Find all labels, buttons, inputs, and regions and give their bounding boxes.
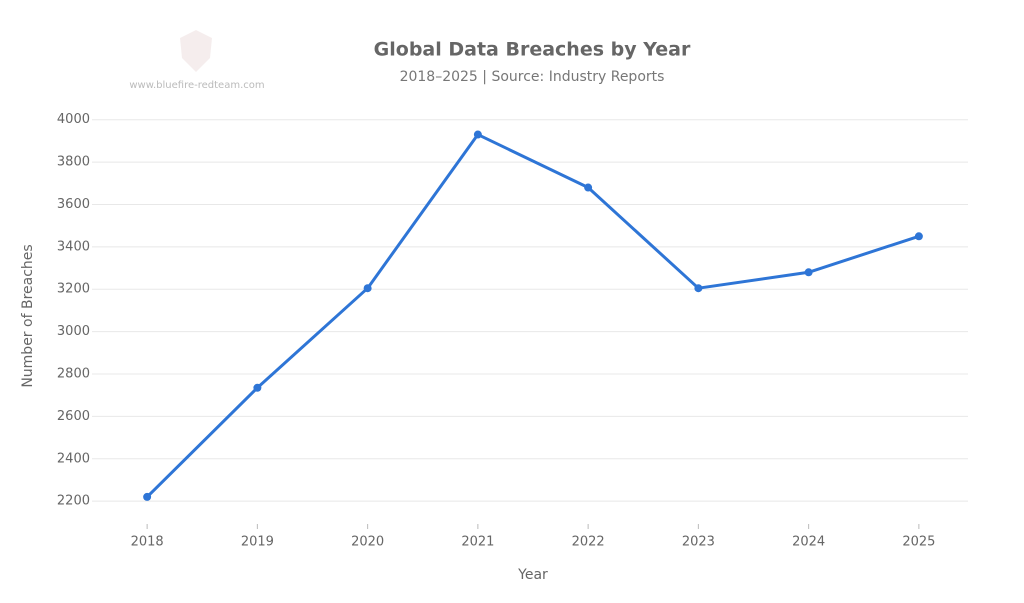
- y-tick-label: 3200: [57, 282, 90, 297]
- point: [804, 268, 813, 277]
- watermark: www.bluefire-redteam.com: [129, 80, 264, 91]
- point: [584, 183, 593, 192]
- watermark-logo: [180, 30, 212, 72]
- x-tick-label: 2025: [902, 535, 935, 550]
- y-tick-label: 2600: [57, 409, 90, 424]
- line: [146, 133, 920, 498]
- x-tick-label: 2018: [131, 535, 164, 550]
- point: [473, 130, 482, 139]
- point: [253, 383, 262, 392]
- point: [363, 284, 372, 293]
- point: [694, 284, 703, 293]
- y-tick-label: 3400: [57, 239, 90, 254]
- y-tick-label: 3000: [57, 324, 90, 339]
- x-axis-label: Year: [517, 567, 548, 583]
- point: [143, 492, 152, 501]
- y-tick-label: 2200: [57, 494, 90, 509]
- y-axis-label: Number of Breaches: [20, 244, 36, 387]
- x-tick-label: 2019: [241, 535, 274, 550]
- x-tick-label: 2021: [461, 535, 494, 550]
- point: [914, 232, 923, 241]
- y-tick-label: 2400: [57, 451, 90, 466]
- x-tick-label: 2024: [792, 535, 825, 550]
- y-tick-label: 3800: [57, 155, 90, 170]
- y-tick-label: 2800: [57, 367, 90, 382]
- x-tick-label: 2020: [351, 535, 384, 550]
- y-tick-label: 4000: [57, 112, 90, 127]
- x-tick-label: 2023: [682, 535, 715, 550]
- x-tick-label: 2022: [572, 535, 605, 550]
- chart-subtitle: 2018–2025 | Source: Industry Reports: [400, 69, 665, 85]
- chart-title: Global Data Breaches by Year: [374, 39, 691, 61]
- y-tick-label: 3600: [57, 197, 90, 212]
